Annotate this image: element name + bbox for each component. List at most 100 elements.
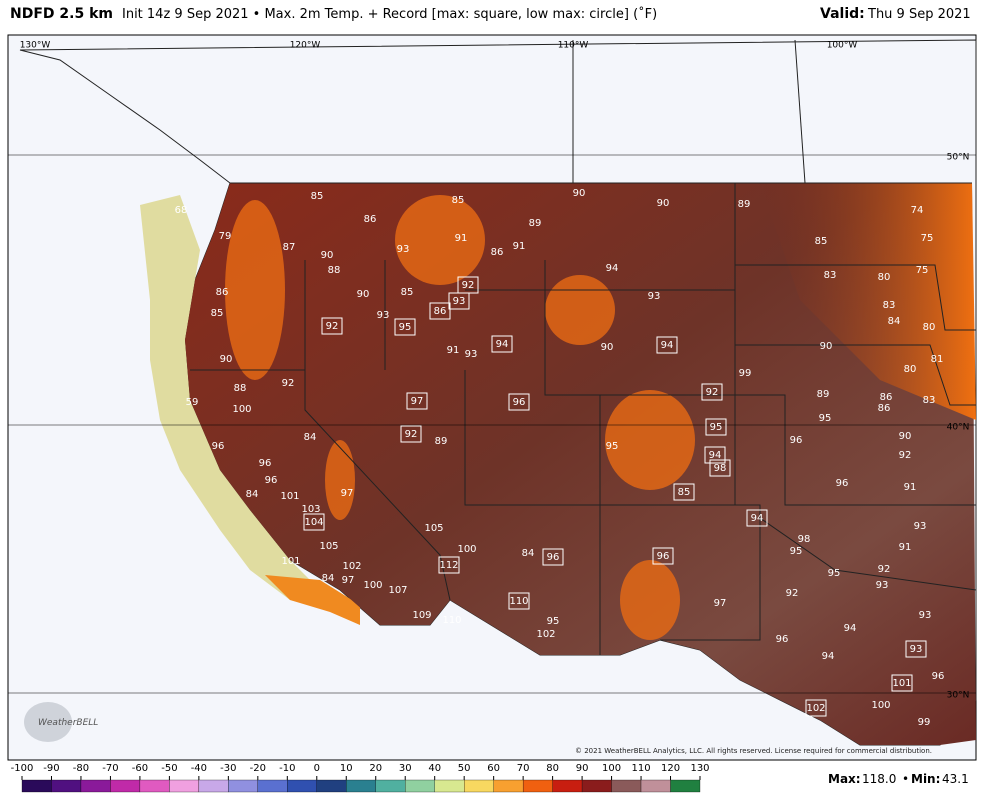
max-label: Max:	[828, 772, 861, 786]
station-value: 86	[880, 392, 893, 403]
colorbar-swatch	[110, 779, 141, 793]
station-value: 84	[304, 432, 317, 443]
station-value: 94	[496, 339, 509, 350]
colorbar-label: 90	[576, 763, 589, 774]
logo-icon	[24, 702, 72, 742]
station-value: 80	[878, 272, 891, 283]
station-value: 95	[819, 413, 832, 424]
coastal-band	[265, 575, 360, 625]
record-box	[429, 302, 451, 320]
station-value: 83	[923, 395, 936, 406]
station-value: 95	[710, 422, 723, 433]
station-value: 96	[513, 397, 526, 408]
station-value: 102	[536, 629, 555, 640]
station-value: 83	[883, 300, 896, 311]
colorbar-swatch	[80, 779, 111, 793]
station-value: 112	[439, 560, 458, 571]
station-value: 59	[186, 397, 199, 408]
station-value: 68	[175, 205, 188, 216]
record-box	[321, 317, 343, 335]
station-value: 96	[790, 435, 803, 446]
station-value: 92	[899, 450, 912, 461]
borders	[190, 39, 977, 655]
colorbar-label: 130	[690, 763, 709, 774]
station-value: 97	[342, 575, 355, 586]
record-box	[542, 548, 564, 566]
station-value: 96	[776, 634, 789, 645]
graticule-label: 120°W	[290, 41, 321, 51]
station-value: 87	[283, 242, 296, 253]
station-value: 90	[899, 431, 912, 442]
colorbar-swatch	[670, 779, 701, 793]
temperature-field	[760, 183, 976, 420]
graticule-label: 100°W	[827, 41, 858, 51]
station-value: 89	[435, 436, 448, 447]
station-value: 90	[601, 342, 614, 353]
station-value: 101	[281, 556, 300, 567]
colorbar-swatch	[198, 779, 229, 793]
station-value: 101	[280, 491, 299, 502]
station-value: 74	[911, 205, 924, 216]
station-value: 100	[871, 700, 890, 711]
colorbar-swatch	[139, 779, 170, 793]
record-box	[652, 547, 674, 565]
colorbar-label: 110	[631, 763, 650, 774]
record-box	[406, 392, 428, 410]
record-box	[438, 556, 460, 574]
graticule-label: 40°N	[947, 423, 970, 433]
colorbar-label: -90	[43, 763, 59, 774]
station-value: 94	[606, 263, 619, 274]
station-value: 91	[899, 542, 912, 553]
colorbar-swatch	[346, 779, 376, 793]
station-value: 95	[790, 546, 803, 557]
station-value: 93	[919, 610, 932, 621]
station-value: 93	[876, 580, 889, 591]
colorbar-swatch	[375, 779, 406, 793]
colorbar-label: 70	[517, 763, 530, 774]
station-value: 90	[820, 341, 833, 352]
station-value: 94	[822, 651, 835, 662]
station-value: 90	[357, 289, 370, 300]
max-value: 118.0	[862, 772, 896, 786]
coastal-band	[140, 195, 360, 625]
station-value: 95	[399, 322, 412, 333]
station-value: 81	[931, 354, 944, 365]
record-box	[673, 483, 695, 501]
mountain-cooling	[225, 195, 695, 640]
graticule	[8, 154, 976, 694]
station-value: 100	[457, 544, 476, 555]
colorbar-swatch	[640, 779, 671, 793]
colorbar-swatch	[434, 779, 465, 793]
station-value: 93	[453, 296, 466, 307]
station-value: 97	[411, 396, 424, 407]
colorbar-label: 30	[399, 763, 412, 774]
station-value: 84	[322, 573, 335, 584]
colorbar-label: -10	[279, 763, 295, 774]
colorbar-swatch	[552, 779, 583, 793]
station-value: 105	[424, 523, 443, 534]
station-value: 80	[904, 364, 917, 375]
station-value: 97	[714, 598, 727, 609]
station-value: 110	[442, 615, 461, 626]
station-value: 88	[234, 383, 247, 394]
valid-date: Thu 9 Sep 2021	[867, 7, 971, 22]
colorbar-label: -100	[11, 763, 34, 774]
record-box	[704, 446, 726, 464]
station-value: 85	[401, 287, 414, 298]
station-value: 86	[216, 287, 229, 298]
record-box	[891, 674, 913, 692]
station-value: 84	[888, 316, 901, 327]
station-value: 89	[738, 199, 751, 210]
station-value: 85	[211, 308, 224, 319]
colorbar-swatch	[405, 779, 435, 793]
station-value: 92	[878, 564, 891, 575]
station-value: 90	[220, 354, 233, 365]
station-value: 83	[824, 270, 837, 281]
station-value: 107	[388, 585, 407, 596]
colorbar-label: -80	[73, 763, 89, 774]
station-value: 91	[455, 233, 468, 244]
station-value: 96	[932, 671, 945, 682]
station-value: 80	[923, 322, 936, 333]
